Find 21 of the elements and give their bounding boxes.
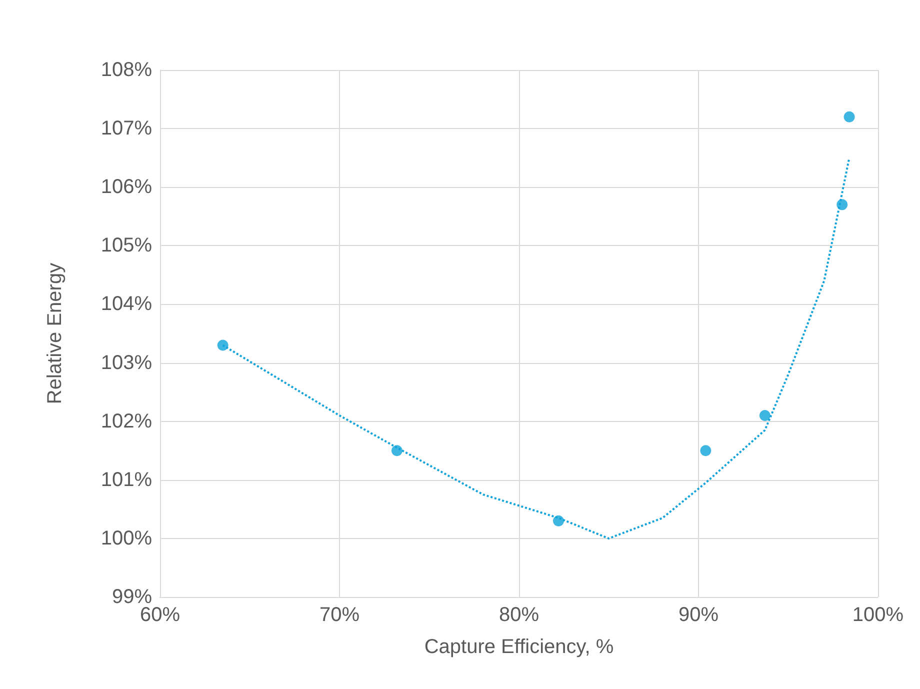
y-tick-label: 106% [100, 176, 152, 198]
x-axis-title: Capture Efficiency, % [424, 636, 614, 658]
point [391, 445, 402, 456]
point [844, 111, 855, 122]
y-tick-label: 100% [100, 527, 152, 550]
y-tick-label: 105% [100, 234, 152, 257]
x-tick-label: 100% [852, 604, 904, 626]
x-tick-label: 80% [498, 604, 540, 626]
y-tick-label: 101% [100, 468, 152, 491]
point [700, 445, 712, 456]
point [759, 410, 770, 421]
y-tick-label: 102% [100, 410, 152, 432]
point [553, 515, 564, 526]
y-axis-title: Relative Energy [44, 262, 66, 404]
x-tick-label: 70% [319, 604, 360, 626]
y-tick-label: 107% [100, 118, 152, 140]
y-tick-label: 104% [100, 293, 152, 316]
y-tick-label: 108% [100, 59, 152, 81]
x-tick-label: 90% [678, 604, 719, 626]
point [217, 340, 228, 351]
y-tick-label: 103% [100, 352, 152, 374]
